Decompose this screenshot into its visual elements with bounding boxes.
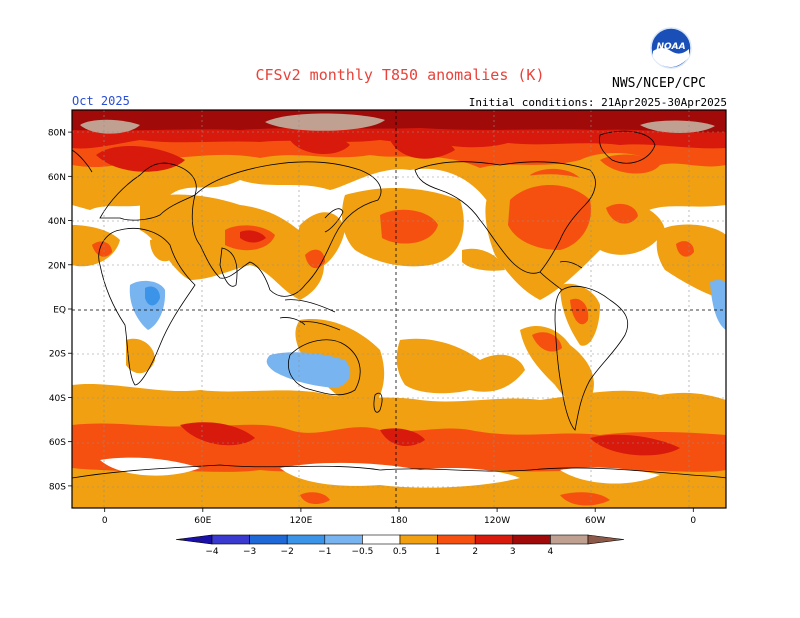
northern-midlatitude-anomalies	[72, 174, 726, 300]
legend-swatch	[249, 534, 288, 545]
lon-label: 0	[690, 516, 696, 526]
legend-swatch	[324, 534, 363, 545]
legend-swatch	[587, 534, 625, 545]
agency-label: NWS/NCEP/CPC	[612, 76, 706, 91]
tropical-southern-anomalies	[72, 283, 726, 508]
lat-label: 20N	[48, 261, 66, 271]
lat-label: 80S	[49, 482, 66, 492]
legend-swatch	[362, 534, 401, 545]
legend-swatch	[399, 534, 438, 545]
initial-conditions: Initial conditions: 21Apr2025-30Apr2025	[468, 96, 727, 109]
legend-label: 1	[435, 547, 441, 557]
lat-label: 20S	[49, 350, 66, 360]
lon-label: 120W	[484, 516, 510, 526]
legend-swatch	[286, 534, 326, 545]
logo-text: NOAA	[656, 42, 685, 52]
legend-label: −4	[205, 547, 219, 557]
lat-label: 40N	[48, 217, 66, 227]
arctic-anomalies	[72, 110, 726, 215]
legend-label: −2	[281, 547, 294, 557]
legend-swatch	[512, 534, 551, 545]
legend-label: −1	[318, 547, 331, 557]
legend-label: 3	[510, 547, 516, 557]
legend-swatch	[474, 534, 514, 545]
lat-label: 40S	[49, 394, 66, 404]
legend-label: 0.5	[393, 547, 407, 557]
legend-swatch	[550, 534, 589, 545]
legend-swatch	[437, 534, 476, 545]
lon-label: 60W	[585, 516, 605, 526]
color-legend: −4 −3 −2 −1 −0.5 0.5 1 2 3 4	[175, 534, 625, 557]
longitude-labels: 0 60E 120E 180 120W 60W 0	[102, 508, 696, 526]
lat-label: 80N	[48, 129, 66, 139]
cold-anomalies	[129, 279, 726, 388]
legend-swatch	[175, 534, 213, 545]
lat-label: 60N	[48, 173, 66, 183]
lon-label: 60E	[194, 516, 211, 526]
latitude-labels: 80N 60N 40N 20N EQ 20S 40S 60S 80S	[48, 129, 72, 492]
lat-label: EQ	[53, 306, 66, 316]
grid	[72, 110, 726, 508]
map-title: CFSv2 monthly T850 anomalies (K)	[255, 66, 545, 84]
lat-label: 60S	[49, 438, 66, 448]
legend-label: −0.5	[351, 547, 373, 557]
legend-label: 4	[548, 547, 554, 557]
legend-label: 2	[472, 547, 478, 557]
noaa-logo: NOAA	[650, 27, 692, 69]
lon-label: 0	[102, 516, 108, 526]
legend-swatch	[211, 534, 250, 545]
lon-label: 120E	[289, 516, 312, 526]
forecast-period: Oct 2025	[72, 94, 130, 108]
legend-label: −3	[243, 547, 256, 557]
lon-label: 180	[390, 516, 407, 526]
